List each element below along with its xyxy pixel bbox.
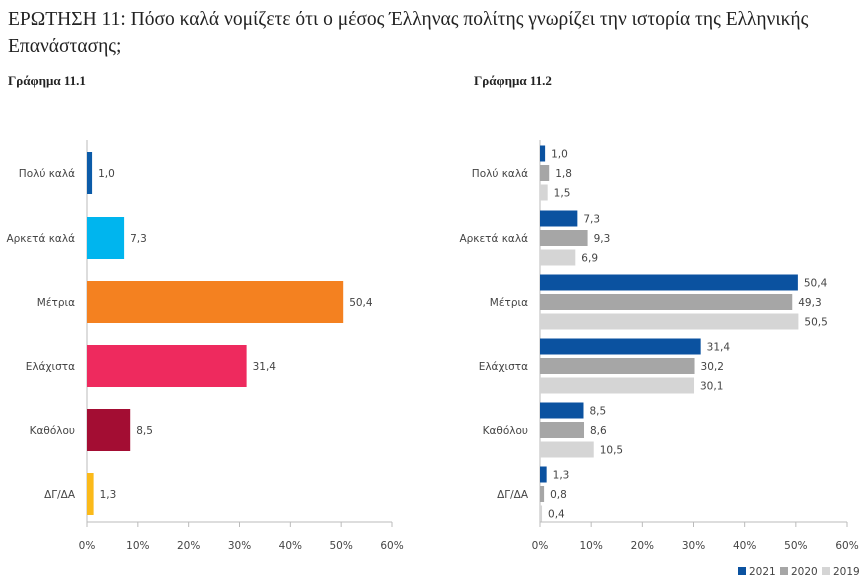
chart1-bar xyxy=(87,409,131,451)
chart2-value-label: 49,3 xyxy=(798,297,821,309)
chart1-tick-label: 10% xyxy=(126,540,149,552)
chart2-bar-2021 xyxy=(540,145,546,162)
chart2-bar-2020 xyxy=(540,230,588,246)
legend-swatch-2019 xyxy=(822,567,830,575)
legend-label: 2021 xyxy=(749,566,776,578)
chart1-bar xyxy=(87,473,94,515)
chart2-bar-2019 xyxy=(540,441,594,458)
chart2-category-label: Ελάχιστα xyxy=(479,361,528,373)
chart2-value-label: 8,5 xyxy=(589,406,606,418)
chart2-value-label: 9,3 xyxy=(594,233,611,245)
chart2-value-label: 1,3 xyxy=(553,470,570,482)
chart2-category-label: Καθόλου xyxy=(483,425,528,437)
chart1-category-label: ΔΓ/ΔΑ xyxy=(44,489,76,501)
question-title: ΕΡΩΤΗΣΗ 11: Πόσο καλά νομίζετε ότι ο μέσ… xyxy=(8,9,809,57)
chart2-category-label: ΔΓ/ΔΑ xyxy=(497,489,529,501)
chart2-tick-label: 40% xyxy=(733,540,756,552)
chart1-value-label: 8,5 xyxy=(136,425,153,437)
chart2-tick-label: 0% xyxy=(532,540,549,552)
chart1-category-label: Ελάχιστα xyxy=(26,361,75,373)
chart2-bar-2020 xyxy=(540,486,545,502)
chart1-tick-label: 40% xyxy=(279,540,302,552)
chart2-tick-label: 10% xyxy=(579,540,602,552)
chart2-title: Γράφημα 11.2 xyxy=(474,73,552,88)
chart1-bar xyxy=(87,152,93,194)
chart2-value-label: 31,4 xyxy=(707,342,731,354)
chart2-tick-label: 50% xyxy=(784,540,807,552)
chart2-value-label: 1,8 xyxy=(555,168,572,180)
chart1-tick-label: 0% xyxy=(79,540,96,552)
chart2-value-label: 30,1 xyxy=(700,381,723,393)
chart2-value-label: 50,5 xyxy=(804,317,827,329)
chart1-value-label: 1,3 xyxy=(100,489,117,501)
chart2-bar-2021 xyxy=(540,466,547,483)
chart1-value-label: 50,4 xyxy=(349,297,373,309)
chart1-tick-label: 30% xyxy=(228,540,251,552)
chart1-category-label: Μέτρια xyxy=(37,297,75,309)
chart1-bar xyxy=(87,281,344,323)
chart1-category-label: Καθόλου xyxy=(30,425,75,437)
chart2-bar-2021 xyxy=(540,402,584,419)
chart2-value-label: 6,9 xyxy=(581,253,598,265)
chart1-value-label: 7,3 xyxy=(130,233,147,245)
chart1-tick-label: 60% xyxy=(380,540,403,552)
chart2-bar-2019 xyxy=(540,505,543,522)
legend-label: 2019 xyxy=(833,566,860,578)
chart2-bar-2019 xyxy=(540,249,576,266)
chart2-category-label: Μέτρια xyxy=(490,297,528,309)
chart2-value-label: 0,8 xyxy=(550,489,567,501)
chart2-value-label: 50,4 xyxy=(804,278,828,290)
chart2-bar-2019 xyxy=(540,184,548,201)
chart2-bar-2019 xyxy=(540,313,799,330)
legend-swatch-2020 xyxy=(780,567,788,575)
legend-label: 2020 xyxy=(791,566,818,578)
chart2-tick-label: 20% xyxy=(631,540,654,552)
chart2-value-label: 8,6 xyxy=(590,425,607,437)
chart2-bar-2020 xyxy=(540,422,585,438)
chart2-tick-label: 60% xyxy=(835,540,858,552)
chart1-category-label: Αρκετά καλά xyxy=(6,233,75,245)
chart2-value-label: 0,4 xyxy=(548,509,565,521)
chart2-value-label: 30,2 xyxy=(701,361,724,373)
chart2-category-label: Πολύ καλά xyxy=(472,168,528,180)
chart2-bar-2020 xyxy=(540,358,695,374)
chart2-bar-2020 xyxy=(540,165,550,181)
chart1-tick-label: 50% xyxy=(329,540,352,552)
chart1-tick-label: 20% xyxy=(177,540,200,552)
chart2-bar-2021 xyxy=(540,210,578,227)
chart2-bar-2020 xyxy=(540,294,793,310)
chart2-bar-2021 xyxy=(540,274,798,291)
chart2-value-label: 7,3 xyxy=(583,214,600,226)
chart2-value-label: 1,0 xyxy=(551,149,568,161)
chart1-category-label: Πολύ καλά xyxy=(19,168,75,180)
chart1-bar xyxy=(87,217,125,259)
chart2-value-label: 10,5 xyxy=(600,445,623,457)
legend-swatch-2021 xyxy=(738,567,746,575)
chart2-bar-2019 xyxy=(540,377,695,394)
chart1-value-label: 1,0 xyxy=(98,168,115,180)
chart1-value-label: 31,4 xyxy=(253,361,277,373)
chart2-value-label: 1,5 xyxy=(554,188,571,200)
chart2-bar-2021 xyxy=(540,338,701,355)
chart2-category-label: Αρκετά καλά xyxy=(459,233,528,245)
chart2-tick-label: 30% xyxy=(682,540,705,552)
chart1-bar xyxy=(87,345,247,387)
chart1-title: Γράφημα 11.1 xyxy=(8,73,86,88)
